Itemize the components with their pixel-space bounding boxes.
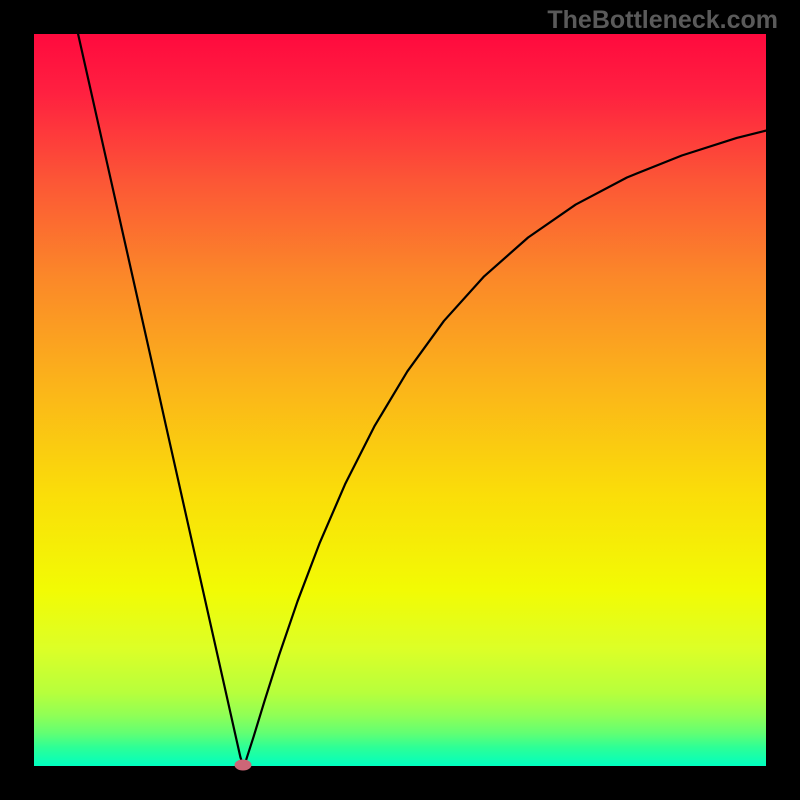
chart-container: { "image_size": { "width": 800, "height"… [0, 0, 800, 800]
bottleneck-curve [34, 0, 766, 766]
minimum-marker [235, 760, 252, 771]
watermark-text: TheBottleneck.com [547, 6, 778, 35]
curve-layer [0, 0, 800, 800]
